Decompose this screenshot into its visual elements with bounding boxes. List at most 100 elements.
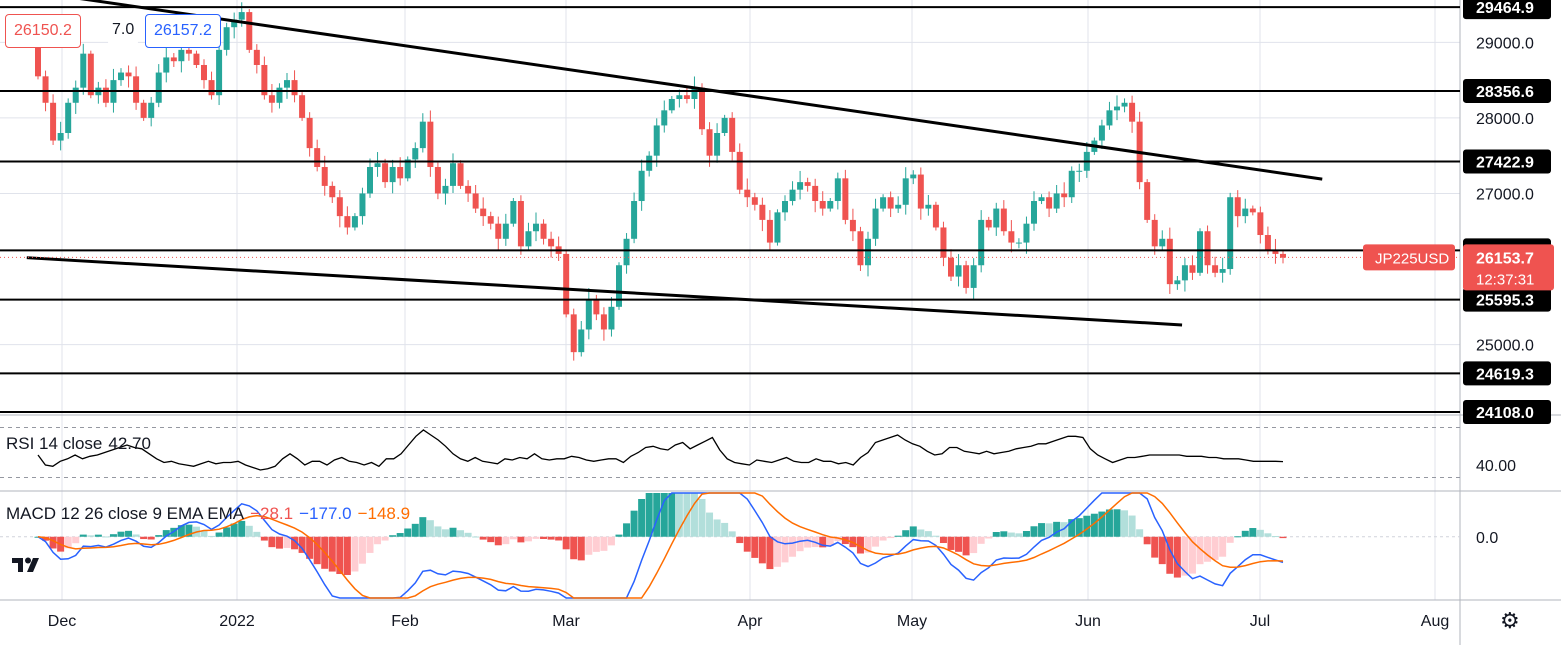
candle-body bbox=[668, 98, 675, 111]
candle-body bbox=[789, 189, 796, 202]
candle-body bbox=[955, 265, 962, 277]
macd-histogram-bar bbox=[766, 536, 774, 570]
macd-histogram-bar bbox=[826, 536, 834, 546]
macd-histogram-bar bbox=[630, 510, 638, 537]
candle-body bbox=[487, 216, 494, 224]
level-price-label: 28356.6 bbox=[1476, 84, 1534, 101]
macd-histogram-bar bbox=[1249, 528, 1257, 537]
macd-histogram-bar bbox=[487, 536, 495, 543]
bid-price-badge[interactable]: 26150.2 bbox=[5, 14, 81, 48]
macd-histogram-bar bbox=[79, 534, 87, 537]
candle-body bbox=[1015, 242, 1022, 244]
macd-histogram-bar bbox=[1098, 511, 1106, 537]
time-tick-label: Jul bbox=[1250, 613, 1270, 630]
candle-body bbox=[397, 167, 404, 179]
candle-body bbox=[495, 223, 502, 239]
macd-histogram-bar bbox=[1143, 536, 1151, 545]
macd-histogram-bar bbox=[291, 536, 299, 550]
macd-histogram-bar bbox=[706, 512, 714, 537]
macd-histogram-bar bbox=[155, 535, 163, 537]
rsi-legend[interactable]: RSI 14 close 42.70 bbox=[6, 434, 157, 454]
candle-body bbox=[525, 231, 532, 247]
settings-gear-icon[interactable]: ⚙ bbox=[1500, 608, 1520, 633]
macd-histogram-bar bbox=[72, 536, 80, 544]
candle-body bbox=[887, 197, 894, 209]
candle-body bbox=[306, 117, 313, 149]
candle-body bbox=[276, 87, 283, 103]
macd-histogram-bar bbox=[434, 526, 442, 537]
macd-histogram-bar bbox=[358, 536, 366, 564]
macd-histogram-bar bbox=[1128, 515, 1136, 537]
candle-body bbox=[1129, 102, 1136, 122]
candle-body bbox=[442, 185, 449, 194]
candle-body bbox=[223, 27, 230, 50]
candle-body bbox=[253, 49, 260, 65]
price-tick-label: 27000.0 bbox=[1476, 186, 1534, 203]
macd-histogram-bar bbox=[404, 528, 412, 537]
macd-histogram-bar bbox=[879, 536, 887, 541]
candle-body bbox=[102, 87, 109, 103]
macd-histogram-bar bbox=[1256, 529, 1264, 537]
macd-histogram-bar bbox=[238, 520, 246, 537]
candle-body bbox=[427, 121, 434, 168]
candle-body bbox=[465, 185, 472, 194]
candle-body bbox=[600, 314, 607, 330]
macd-histogram-bar bbox=[230, 523, 238, 537]
macd-histogram-bar bbox=[1241, 530, 1249, 537]
macd-histogram-bar bbox=[645, 493, 653, 537]
candle-body bbox=[1121, 102, 1128, 107]
macd-histogram-bar bbox=[1015, 533, 1023, 537]
macd-histogram-bar bbox=[396, 533, 404, 537]
candle-body bbox=[729, 117, 736, 152]
candle-body bbox=[72, 87, 79, 103]
candle-body bbox=[261, 64, 268, 96]
symbol-tag-box bbox=[1363, 244, 1455, 271]
macd-histogram-bar bbox=[834, 536, 842, 542]
tradingview-logo[interactable] bbox=[8, 550, 46, 580]
candle-body bbox=[1023, 223, 1030, 243]
macd-histogram-bar bbox=[562, 536, 570, 550]
macd-histogram-bar bbox=[819, 536, 827, 548]
candle-body bbox=[548, 238, 555, 247]
macd-histogram-bar bbox=[441, 529, 449, 537]
candle-body bbox=[706, 129, 713, 156]
candle-body bbox=[133, 76, 140, 103]
candle-body bbox=[1000, 208, 1007, 232]
macd-histogram-bar bbox=[532, 536, 540, 539]
macd-histogram-bar bbox=[1211, 536, 1219, 560]
candle-body bbox=[932, 204, 939, 228]
macd-histogram-bar bbox=[570, 536, 578, 560]
macd-histogram-bar bbox=[245, 525, 253, 537]
candle-body bbox=[963, 265, 970, 288]
macd-histogram-bar bbox=[389, 535, 397, 537]
candle-body bbox=[842, 178, 849, 220]
macd-histogram-bar bbox=[125, 530, 133, 537]
price-candles bbox=[35, 2, 1286, 361]
macd-histogram-bar bbox=[1038, 523, 1046, 537]
macd-histogram-bar bbox=[1264, 533, 1272, 537]
candle-body bbox=[367, 167, 373, 194]
candle-body bbox=[917, 174, 924, 209]
candle-body bbox=[1151, 219, 1158, 247]
candle-body bbox=[321, 167, 328, 186]
candle-body bbox=[925, 204, 932, 209]
macd-histogram-bar bbox=[1226, 536, 1234, 543]
macd-legend[interactable]: MACD 12 26 close 9 EMA EMA −28.1 −177.0 −14… bbox=[6, 504, 416, 524]
macd-histogram-bar bbox=[524, 536, 532, 542]
candle-body bbox=[849, 219, 856, 232]
macd-histogram-bar bbox=[992, 532, 1000, 537]
candle-body bbox=[578, 329, 585, 353]
candle-body bbox=[653, 125, 660, 156]
macd-histogram-bar bbox=[1113, 509, 1121, 537]
ask-price-badge[interactable]: 26157.2 bbox=[145, 14, 221, 48]
macd-histogram-bar bbox=[1068, 519, 1076, 537]
candle-body bbox=[834, 178, 841, 202]
candle-body bbox=[721, 117, 728, 134]
macd-hist-value: −28.1 bbox=[250, 504, 294, 523]
macd-histogram-bar bbox=[1136, 529, 1144, 537]
candle-body bbox=[691, 87, 698, 99]
candle-body bbox=[510, 201, 517, 224]
candle-body bbox=[1106, 110, 1113, 126]
candle-body bbox=[1068, 170, 1075, 198]
